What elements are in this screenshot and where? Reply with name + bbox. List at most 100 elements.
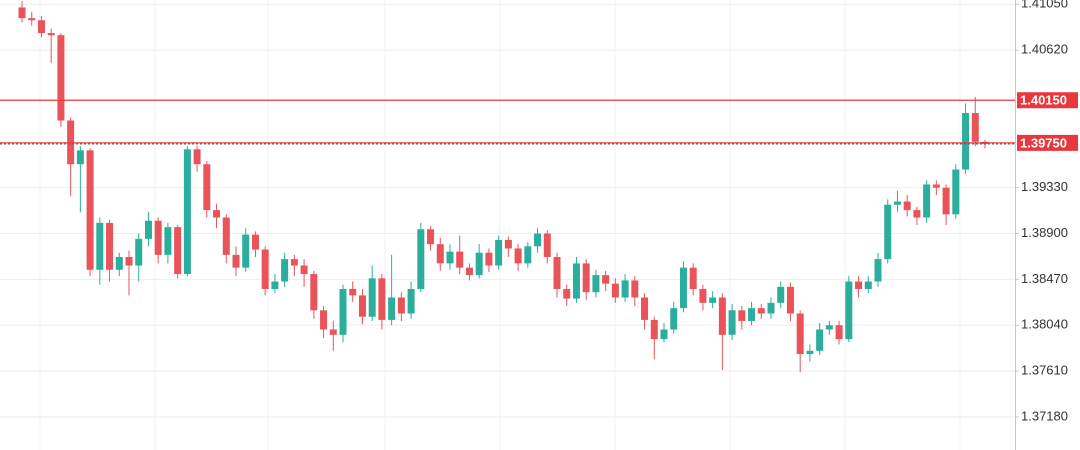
candle-body [203,164,211,211]
y-tick-label: 1.41050 [1021,0,1068,11]
candle-body [718,297,726,335]
candle-body [495,239,503,266]
candle-body [621,280,629,298]
candle-body [504,239,512,249]
candle-body [699,288,707,303]
candle-body [689,267,697,289]
candle-body [417,229,425,289]
candle-body [806,350,814,355]
candle-body [952,169,960,215]
candle-body [475,252,483,276]
level-label-box [1017,134,1078,151]
candle-body [251,234,259,250]
candle-body [28,18,36,21]
candle-body [57,35,65,121]
candle-body [903,201,911,211]
candle-body [777,286,785,303]
candle-body [242,234,250,268]
candle-body [76,150,84,165]
candle-body [378,278,386,320]
y-tick-label: 1.37180 [1021,408,1068,423]
candle-body [485,252,493,266]
candle-body [738,310,746,321]
y-tick-label: 1.37610 [1021,363,1068,378]
candle-body [37,20,45,34]
candle-body [650,319,658,340]
candle-body [193,149,201,165]
candle-body [971,113,979,142]
level-label-box [1017,92,1078,109]
candle-body [748,308,756,321]
candle-body [923,184,931,218]
candle-body [631,280,639,298]
level-label: 1.39750 [1020,135,1067,150]
y-tick-label: 1.38900 [1021,225,1068,240]
candle-body [767,302,775,314]
candle-body [465,267,473,276]
candle-body [18,7,26,19]
candle-body [456,251,464,268]
candle-body [524,246,532,264]
candle-body [514,248,522,264]
candle-body [855,281,863,289]
y-tick-label: 1.40620 [1021,42,1068,57]
level-label: 1.40150 [1020,93,1067,108]
candle-body [144,220,152,239]
candle-body [164,227,172,255]
candle-body [222,217,230,255]
candle-body [679,267,687,309]
candle-body [271,281,279,289]
candle-body [582,263,590,293]
candle-body [86,150,94,270]
vertical-grid [39,0,961,450]
candle-body [728,310,736,335]
candle-body [407,288,415,314]
candle-body [913,210,921,218]
candle-body [864,281,872,289]
candle-body [300,265,308,275]
candle-body [845,281,853,340]
candle-body [183,149,191,275]
candle-body [115,256,123,270]
candle-body [786,286,794,314]
candle-body [106,222,114,270]
candle-body [320,310,328,330]
candle-body [47,33,55,36]
candle-body [893,201,901,205]
candle-body [611,283,619,298]
candle-body [281,259,289,282]
candle-body [358,295,366,317]
candle-body [232,254,240,268]
candle-body [602,275,610,284]
candle-body [563,288,571,299]
candle-body [942,187,950,215]
candle-body [641,297,649,320]
candle-body [96,222,104,270]
y-tick-label: 1.38470 [1021,271,1068,286]
candle-body [543,233,551,257]
candle-body [592,275,600,293]
candle-body [135,238,143,266]
candle-body [884,204,892,260]
candle-body [757,308,765,314]
candle-body [329,329,337,335]
candle-body [427,229,435,245]
candle-body [261,249,269,289]
candle-body [932,184,940,188]
candle-body [213,210,221,218]
candle-body [709,297,717,303]
candle-body [436,244,444,264]
candle-body [290,259,298,266]
candle-body [534,233,542,247]
candle-body [397,297,405,314]
candle-body [125,256,133,266]
candle-body [553,256,561,289]
candle-body [174,227,182,275]
candle-body [962,113,970,170]
y-tick-label: 1.39330 [1021,179,1068,194]
candle-body [874,259,882,282]
candle-body [825,325,833,330]
candle-body [446,251,454,264]
